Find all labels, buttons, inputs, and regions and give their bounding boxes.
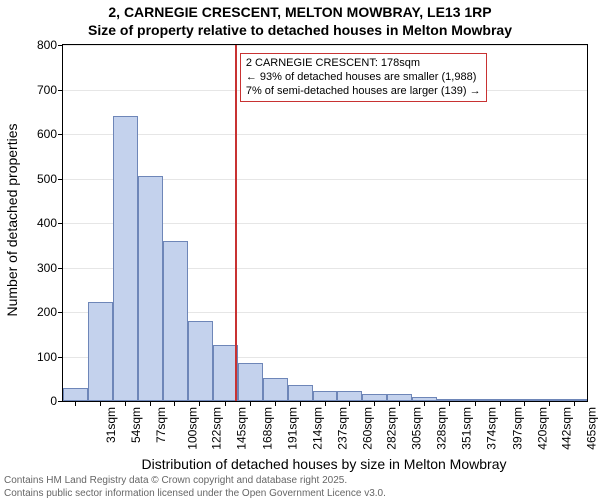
attribution-text: Contains HM Land Registry data © Crown c… [4, 475, 386, 500]
annotation-callout: 2 CARNEGIE CRESCENT: 178sqm← 93% of deta… [240, 53, 487, 102]
ytick-label: 200 [37, 305, 57, 319]
xtick-mark [100, 401, 101, 406]
chart-plot-area: 01002003004005006007008002 CARNEGIE CRES… [62, 44, 588, 402]
xtick-label: 168sqm [260, 407, 274, 450]
histogram-bar [113, 116, 138, 401]
xtick-label: 282sqm [385, 407, 399, 450]
xtick-label: 191sqm [285, 407, 299, 450]
xtick-mark [399, 401, 400, 406]
y-axis-label: Number of detached properties [4, 120, 20, 320]
xtick-label: 465sqm [584, 407, 598, 450]
histogram-bar [362, 394, 387, 401]
ytick-mark [58, 312, 63, 313]
xtick-mark [174, 401, 175, 406]
ytick-mark [58, 401, 63, 402]
xtick-mark [225, 401, 226, 406]
xtick-label: 237sqm [336, 407, 350, 450]
ytick-mark [58, 357, 63, 358]
xtick-mark [424, 401, 425, 406]
xtick-mark [300, 401, 301, 406]
xtick-label: 351sqm [460, 407, 474, 450]
xtick-mark [199, 401, 200, 406]
histogram-bar [387, 394, 412, 401]
ytick-label: 0 [50, 394, 57, 408]
annotation-line: 2 CARNEGIE CRESCENT: 178sqm [246, 57, 481, 71]
xtick-mark [475, 401, 476, 406]
gridline [63, 134, 587, 135]
histogram-bar [63, 388, 88, 401]
xtick-mark [449, 401, 450, 406]
ytick-mark [58, 268, 63, 269]
xtick-label: 122sqm [210, 407, 224, 450]
xtick-label: 442sqm [559, 407, 573, 450]
xtick-label: 77sqm [154, 407, 168, 443]
reference-line [235, 45, 237, 401]
ytick-mark [58, 45, 63, 46]
histogram-bar [263, 378, 288, 401]
ytick-label: 800 [37, 38, 57, 52]
ytick-label: 600 [37, 127, 57, 141]
xtick-mark [250, 401, 251, 406]
ytick-label: 700 [37, 83, 57, 97]
ytick-label: 400 [37, 216, 57, 230]
ytick-mark [58, 134, 63, 135]
xtick-mark [275, 401, 276, 406]
histogram-bar [138, 176, 163, 401]
x-axis-label: Distribution of detached houses by size … [62, 456, 586, 472]
gridline [63, 45, 587, 46]
ytick-label: 500 [37, 172, 57, 186]
ytick-mark [58, 90, 63, 91]
xtick-mark [325, 401, 326, 406]
ytick-mark [58, 179, 63, 180]
chart-subtitle: Size of property relative to detached ho… [0, 22, 600, 38]
xtick-label: 31sqm [104, 407, 118, 443]
histogram-bar [188, 321, 213, 401]
xtick-mark [125, 401, 126, 406]
xtick-label: 397sqm [510, 407, 524, 450]
histogram-bar [337, 391, 362, 401]
xtick-mark [574, 401, 575, 406]
xtick-label: 100sqm [186, 407, 200, 450]
ytick-mark [58, 223, 63, 224]
attribution-line1: Contains HM Land Registry data © Crown c… [4, 475, 386, 488]
histogram-bar [163, 241, 188, 401]
histogram-bar [88, 302, 113, 401]
xtick-mark [75, 401, 76, 406]
histogram-bar [238, 363, 263, 401]
xtick-mark [500, 401, 501, 406]
xtick-mark [150, 401, 151, 406]
annotation-line: 7% of semi-detached houses are larger (1… [246, 85, 481, 99]
annotation-line: ← 93% of detached houses are smaller (1,… [246, 71, 481, 85]
xtick-mark [549, 401, 550, 406]
ytick-label: 300 [37, 261, 57, 275]
xtick-label: 374sqm [485, 407, 499, 450]
histogram-bar [313, 391, 338, 401]
attribution-line2: Contains public sector information licen… [4, 488, 386, 500]
xtick-mark [349, 401, 350, 406]
histogram-bar [213, 345, 238, 401]
ytick-label: 100 [37, 350, 57, 364]
xtick-mark [374, 401, 375, 406]
xtick-label: 54sqm [129, 407, 143, 443]
xtick-label: 305sqm [410, 407, 424, 450]
xtick-mark [524, 401, 525, 406]
xtick-label: 145sqm [235, 407, 249, 450]
chart-title-line1: 2, CARNEGIE CRESCENT, MELTON MOWBRAY, LE… [0, 4, 600, 20]
histogram-bar [288, 385, 313, 401]
xtick-label: 328sqm [435, 407, 449, 450]
xtick-label: 260sqm [361, 407, 375, 450]
xtick-label: 420sqm [535, 407, 549, 450]
xtick-label: 214sqm [310, 407, 324, 450]
